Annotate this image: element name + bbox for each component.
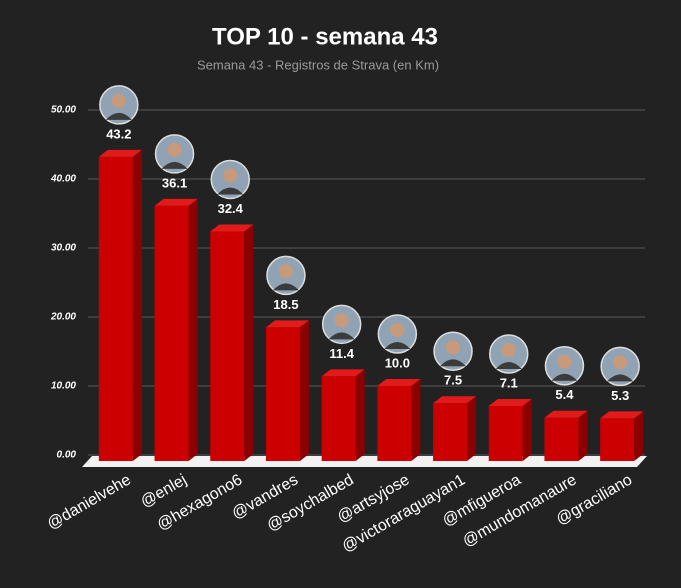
bar-side [411, 379, 421, 461]
chart-subtitle: Semana 43 - Registros de Strava (en Km) [197, 57, 439, 72]
bar-top [377, 379, 421, 386]
bar-front [544, 417, 579, 461]
avatar-head [223, 168, 238, 183]
bar-side [634, 411, 644, 461]
bar-top [154, 198, 198, 206]
y-tick-label: 40.00 [50, 174, 76, 185]
avatar-body [440, 359, 467, 367]
avatar-body [384, 342, 411, 349]
value-label: 5.4 [555, 387, 574, 402]
avatar-head [557, 354, 572, 369]
y-tick-label: 10.00 [51, 381, 76, 392]
bar-top [210, 224, 254, 232]
bar-top [98, 149, 142, 157]
bar-side [522, 399, 532, 461]
avatar-body [272, 283, 299, 291]
bar-front [433, 403, 468, 461]
value-label: 7.5 [444, 373, 462, 388]
bar-front [321, 376, 356, 461]
value-label: 7.1 [500, 375, 518, 390]
avatar-head [111, 93, 126, 108]
bar [544, 410, 588, 461]
bar [154, 198, 198, 461]
bar [321, 369, 365, 461]
avatar-body [607, 374, 634, 382]
bar-side [578, 410, 588, 461]
bar-front [488, 406, 523, 461]
bar-top [265, 320, 309, 328]
bar [98, 149, 142, 462]
value-label: 32.4 [218, 201, 244, 216]
bar [377, 379, 421, 461]
avatar-body [161, 161, 188, 169]
bar-side [188, 198, 198, 461]
bar-side [467, 396, 477, 461]
y-tick-label: 30.00 [51, 243, 76, 254]
avatar-body [328, 332, 355, 340]
bar-top [321, 369, 365, 377]
avatar-head [334, 313, 349, 328]
bar-front [265, 327, 300, 461]
bar-front [377, 386, 412, 461]
bar-side [299, 320, 309, 461]
avatar-head [446, 340, 461, 355]
avatar-body [551, 373, 578, 381]
value-label: 11.4 [329, 346, 354, 361]
bar [210, 224, 254, 461]
bar-top [488, 399, 532, 407]
y-tick-label: 20.00 [50, 312, 76, 323]
avatar-head [390, 323, 405, 337]
bar [265, 320, 309, 461]
y-tick-label: 0.00 [57, 450, 77, 461]
y-tick-label: 50.00 [51, 105, 76, 116]
bar-top [544, 410, 588, 418]
bar-front [210, 231, 245, 461]
avatar-head [613, 355, 628, 370]
value-label: 10.0 [385, 355, 410, 370]
avatar-head [167, 142, 182, 157]
bar-side [132, 149, 142, 462]
bar-top [600, 411, 644, 419]
value-label: 43.2 [106, 126, 131, 141]
value-label: 36.1 [162, 175, 187, 190]
bar-front [98, 156, 133, 462]
avatar-body [105, 112, 132, 120]
bar [433, 396, 477, 461]
bar [488, 399, 532, 461]
bar-front [600, 418, 635, 461]
bar [600, 411, 644, 461]
bar-front [154, 205, 189, 461]
value-label: 18.5 [273, 297, 298, 312]
bar-side [244, 224, 254, 461]
avatar-head [501, 343, 516, 358]
chart-title: TOP 10 - semana 43 [212, 23, 438, 50]
bar-side [355, 369, 365, 461]
bar-top [433, 396, 477, 404]
avatar-body [495, 362, 522, 370]
avatar-body [217, 187, 244, 195]
value-label: 5.3 [611, 388, 629, 403]
avatar-head [278, 264, 293, 279]
